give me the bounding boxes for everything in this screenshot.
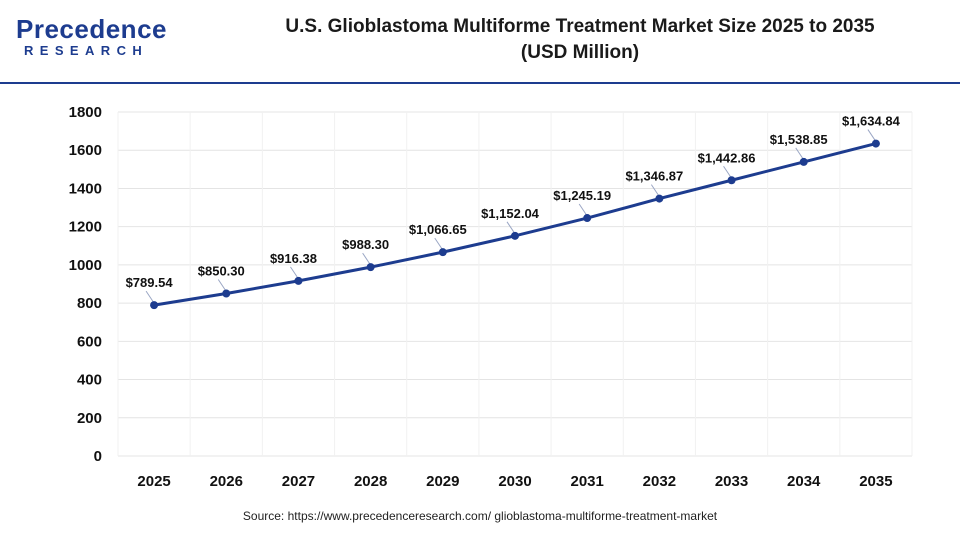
label-leader	[362, 252, 372, 266]
data-point	[294, 276, 303, 285]
x-tick-label: 2030	[498, 473, 531, 490]
data-label: $1,152.04	[481, 206, 540, 221]
label-leader	[506, 221, 516, 235]
data-point	[727, 176, 736, 185]
data-label: $988.30	[342, 237, 389, 252]
x-tick-label: 2026	[210, 473, 243, 490]
y-tick-label: 1600	[69, 142, 102, 159]
y-tick-label: 400	[77, 372, 102, 389]
y-tick-label: 1000	[69, 257, 102, 274]
brand-subname: RESEARCH	[24, 43, 149, 58]
x-tick-label: 2034	[787, 473, 821, 490]
label-leader	[723, 165, 732, 179]
label-leader	[145, 290, 155, 304]
data-point	[222, 289, 231, 298]
y-tick-label: 600	[77, 333, 102, 350]
x-tick-label: 2025	[137, 473, 170, 490]
data-point	[511, 231, 519, 240]
x-tick-label: 2028	[354, 473, 387, 490]
data-label: $1,346.87	[625, 169, 683, 184]
label-leader	[578, 203, 588, 217]
y-tick-label: 800	[77, 295, 102, 312]
label-leader	[434, 237, 444, 251]
chart-title: U.S. Glioblastoma Multiforme Treatment M…	[200, 14, 960, 66]
x-tick-label: 2027	[282, 473, 315, 490]
brand-logo: Precedence RESEARCH	[16, 14, 166, 64]
data-label: $789.54	[126, 275, 174, 290]
data-point	[150, 301, 159, 310]
chart-title-line1: U.S. Glioblastoma Multiforme Treatment M…	[285, 16, 875, 37]
label-leader	[795, 147, 805, 161]
header: Precedence RESEARCH U.S. Glioblastoma Mu…	[0, 0, 960, 82]
y-tick-label: 0	[94, 448, 102, 465]
data-point	[871, 139, 880, 148]
data-label: $1,538.85	[770, 132, 828, 147]
x-tick-label: 2033	[715, 473, 748, 490]
y-tick-label: 1400	[69, 180, 102, 197]
x-tick-label: 2029	[426, 473, 459, 490]
source-note: Source: https://www.precedenceresearch.c…	[242, 509, 718, 523]
y-tick-label: 200	[77, 410, 102, 427]
data-label: $1,442.86	[698, 150, 756, 165]
label-leader	[867, 129, 877, 142]
x-tick-label: 2031	[570, 473, 603, 490]
data-point	[655, 194, 664, 203]
x-tick-label: 2035	[859, 473, 892, 490]
label-leader	[290, 266, 299, 280]
y-tick-label: 1800	[69, 104, 102, 121]
data-label: $850.30	[198, 263, 245, 278]
label-leader	[217, 279, 227, 292]
chart-title-line2: (USD Million)	[520, 42, 640, 63]
brand-name: Precedence	[16, 14, 167, 44]
label-leader	[650, 184, 660, 197]
data-label: $1,634.84	[842, 114, 901, 129]
x-tick-label: 2032	[643, 473, 676, 490]
data-point	[583, 214, 592, 223]
data-label: $1,066.65	[409, 222, 467, 237]
data-point	[366, 263, 375, 272]
line-chart: 0 200 400 600 800 1000 1200 1400 1600 1800 2025 202…	[69, 104, 913, 490]
data-label: $1,245.19	[553, 188, 611, 203]
header-divider	[0, 82, 960, 84]
data-label: $916.38	[270, 251, 317, 266]
data-point	[799, 157, 808, 166]
data-point	[438, 248, 447, 257]
y-tick-label: 1200	[69, 219, 102, 236]
